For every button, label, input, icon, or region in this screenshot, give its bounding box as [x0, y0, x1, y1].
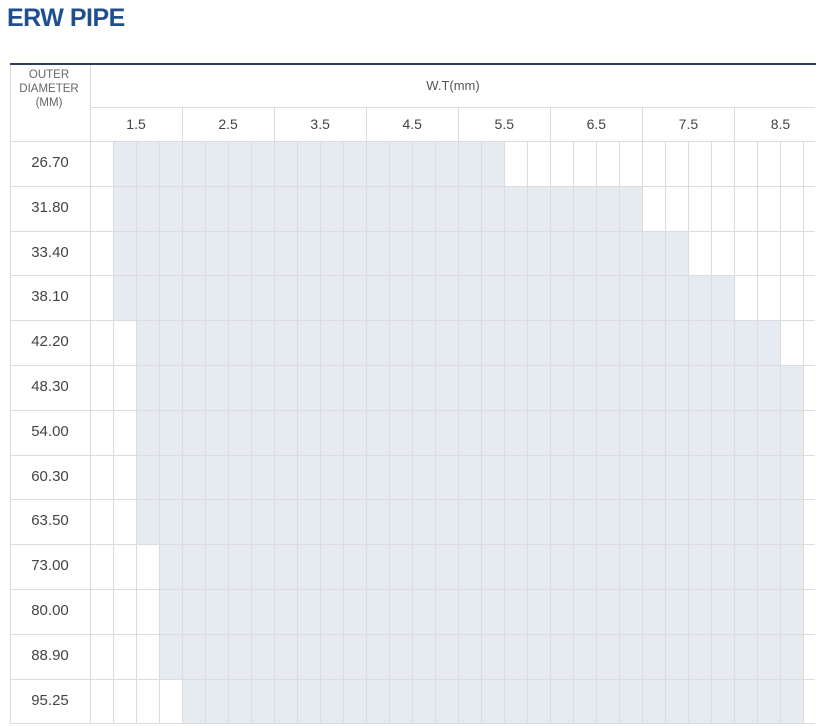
od-value: 48.30: [31, 378, 69, 395]
available-range-cell: [136, 409, 804, 455]
available-range-cell: [136, 365, 804, 410]
wt-label: 2.5: [218, 116, 238, 132]
od-header-line-1: OUTER: [28, 69, 70, 81]
row-line: [10, 633, 815, 635]
available-range-cell: [113, 141, 505, 186]
od-value: 42.20: [31, 333, 69, 351]
table-left-border: [10, 63, 11, 724]
od-header-line-3: (MM): [35, 97, 63, 109]
sub-column-line: [458, 141, 460, 724]
row-line: [10, 454, 815, 456]
sub-column-line: [159, 141, 161, 724]
sub-column-line: [619, 141, 621, 724]
sub-column-line: [734, 141, 736, 724]
row-line: [10, 320, 815, 322]
od-value: 63.50: [31, 512, 69, 530]
available-range-cell: [136, 454, 804, 500]
od-value: 73.00: [31, 557, 69, 575]
row-line: [10, 185, 815, 187]
od-value: 38.10: [31, 288, 69, 306]
sub-column-line: [412, 141, 414, 724]
row-line: [10, 141, 815, 142]
header-column-line: [274, 107, 276, 141]
sub-column-line: [228, 141, 230, 724]
available-range-cell: [113, 230, 689, 276]
page-title: ERW PIPE: [7, 4, 125, 32]
sub-column-line: [527, 141, 529, 724]
available-range-cell: [113, 185, 643, 231]
wt-label: 3.5: [310, 116, 330, 132]
header-column-line: [642, 107, 644, 141]
wt-label: 6.5: [586, 116, 607, 132]
header-column-line: [734, 107, 736, 141]
header-column-line: [366, 107, 368, 141]
od-value: 60.30: [31, 467, 69, 485]
sub-column-line: [481, 141, 483, 724]
od-value: 33.40: [31, 243, 69, 261]
wt-label: 4.5: [402, 116, 422, 132]
available-range-cell: [113, 275, 735, 321]
sub-column-line: [780, 141, 782, 724]
sub-column-line: [573, 141, 575, 724]
row-line: [10, 544, 815, 546]
od-value: 80.00: [31, 602, 69, 619]
sub-column-line: [504, 141, 506, 724]
sub-column-line: [251, 141, 253, 724]
available-range-cell: [136, 499, 804, 545]
row-line: [10, 365, 815, 366]
wt-label: 1.5: [126, 116, 146, 132]
wt-label: 7.5: [678, 116, 699, 132]
sub-column-line: [803, 141, 805, 724]
row-line: [10, 499, 815, 501]
sub-column-line: [182, 141, 184, 724]
sub-column-line: [688, 141, 690, 724]
od-value: 95.25: [31, 691, 69, 709]
header-column-line: [550, 107, 552, 141]
sub-column-line: [642, 141, 644, 724]
sub-column-line: [665, 141, 667, 724]
row-line: [10, 409, 815, 411]
od-value: 54.00: [31, 422, 69, 440]
row-line: [10, 230, 815, 232]
row-line: [10, 275, 815, 277]
header-divider: [90, 107, 815, 108]
sub-column-line: [389, 141, 391, 724]
wall-thickness-header: W.T(mm): [426, 78, 480, 93]
sub-column-line: [136, 141, 138, 724]
sub-column-line: [320, 141, 322, 724]
sub-column-line: [297, 141, 299, 724]
od-header-line-2: DIAMETER: [19, 83, 79, 95]
wt-label: 8.5: [770, 116, 791, 132]
available-range-cell: [182, 678, 804, 724]
outer-diameter-header: OUTER DIAMETER (MM): [10, 68, 88, 110]
header-column-line: [90, 63, 91, 141]
sub-column-line: [757, 141, 759, 724]
sub-column-line: [274, 141, 276, 724]
header-column-line: [458, 107, 460, 141]
od-value: 31.80: [31, 198, 69, 216]
sub-column-line: [435, 141, 437, 724]
table-top-rule: [10, 63, 816, 65]
sub-column-line: [366, 141, 368, 724]
od-value: 26.70: [31, 154, 69, 171]
sub-column-line: [711, 141, 713, 724]
sub-column-line: [113, 141, 115, 724]
row-line: [10, 589, 815, 590]
header-column-line: [182, 107, 184, 141]
wt-label: 5.5: [494, 116, 515, 132]
row-line: [10, 723, 815, 725]
sub-column-line: [596, 141, 598, 724]
sub-column-line: [343, 141, 345, 724]
sub-column-line: [90, 141, 91, 724]
sub-column-line: [205, 141, 207, 724]
row-line: [10, 678, 815, 680]
sub-column-line: [550, 141, 552, 724]
od-value: 88.90: [31, 646, 69, 664]
